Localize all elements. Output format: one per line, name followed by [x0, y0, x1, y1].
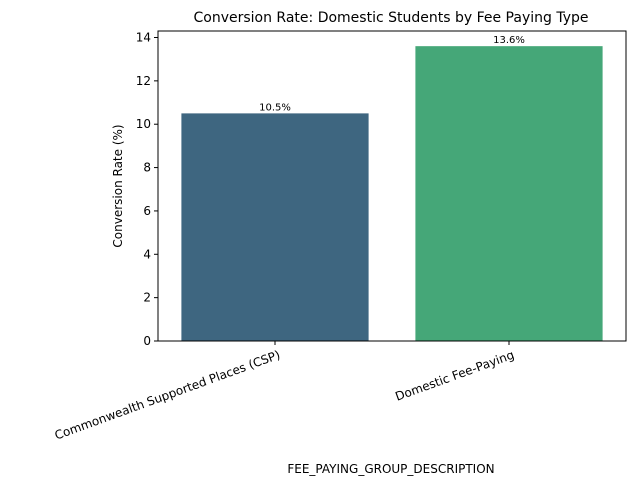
y-tick-label: 12: [136, 74, 151, 88]
bar-2: [415, 46, 603, 342]
x-tick-label: Domestic Fee-Paying: [393, 348, 516, 404]
data-labels-group: 10.5% 13.6%: [259, 35, 525, 113]
x-tick-label: Commonwealth Supported Places (CSP): [53, 348, 282, 443]
y-tick-label: 10: [136, 117, 151, 131]
y-axis-label: Conversion Rate (%): [111, 124, 125, 247]
x-axis-ticks: Commonwealth Supported Places (CSP) Domes…: [53, 341, 516, 443]
bars-group: [181, 46, 603, 342]
bar-1: [181, 113, 369, 341]
y-tick-label: 8: [143, 161, 151, 175]
bar-value-label: 13.6%: [493, 35, 525, 46]
y-tick-label: 2: [143, 291, 151, 305]
y-axis-ticks: 0 2 4 6 8 10 12 14: [136, 31, 158, 348]
plot-area-frame: [157, 30, 627, 342]
x-axis-label: FEE_PAYING_GROUP_DESCRIPTION: [287, 462, 494, 476]
y-tick-label: 4: [143, 247, 151, 261]
bar-value-label: 10.5%: [259, 102, 291, 113]
y-tick-label: 6: [143, 204, 151, 218]
y-tick-label: 14: [136, 31, 151, 45]
chart-title: Conversion Rate: Domestic Students by Fe…: [193, 10, 588, 26]
y-tick-label: 0: [143, 334, 151, 348]
